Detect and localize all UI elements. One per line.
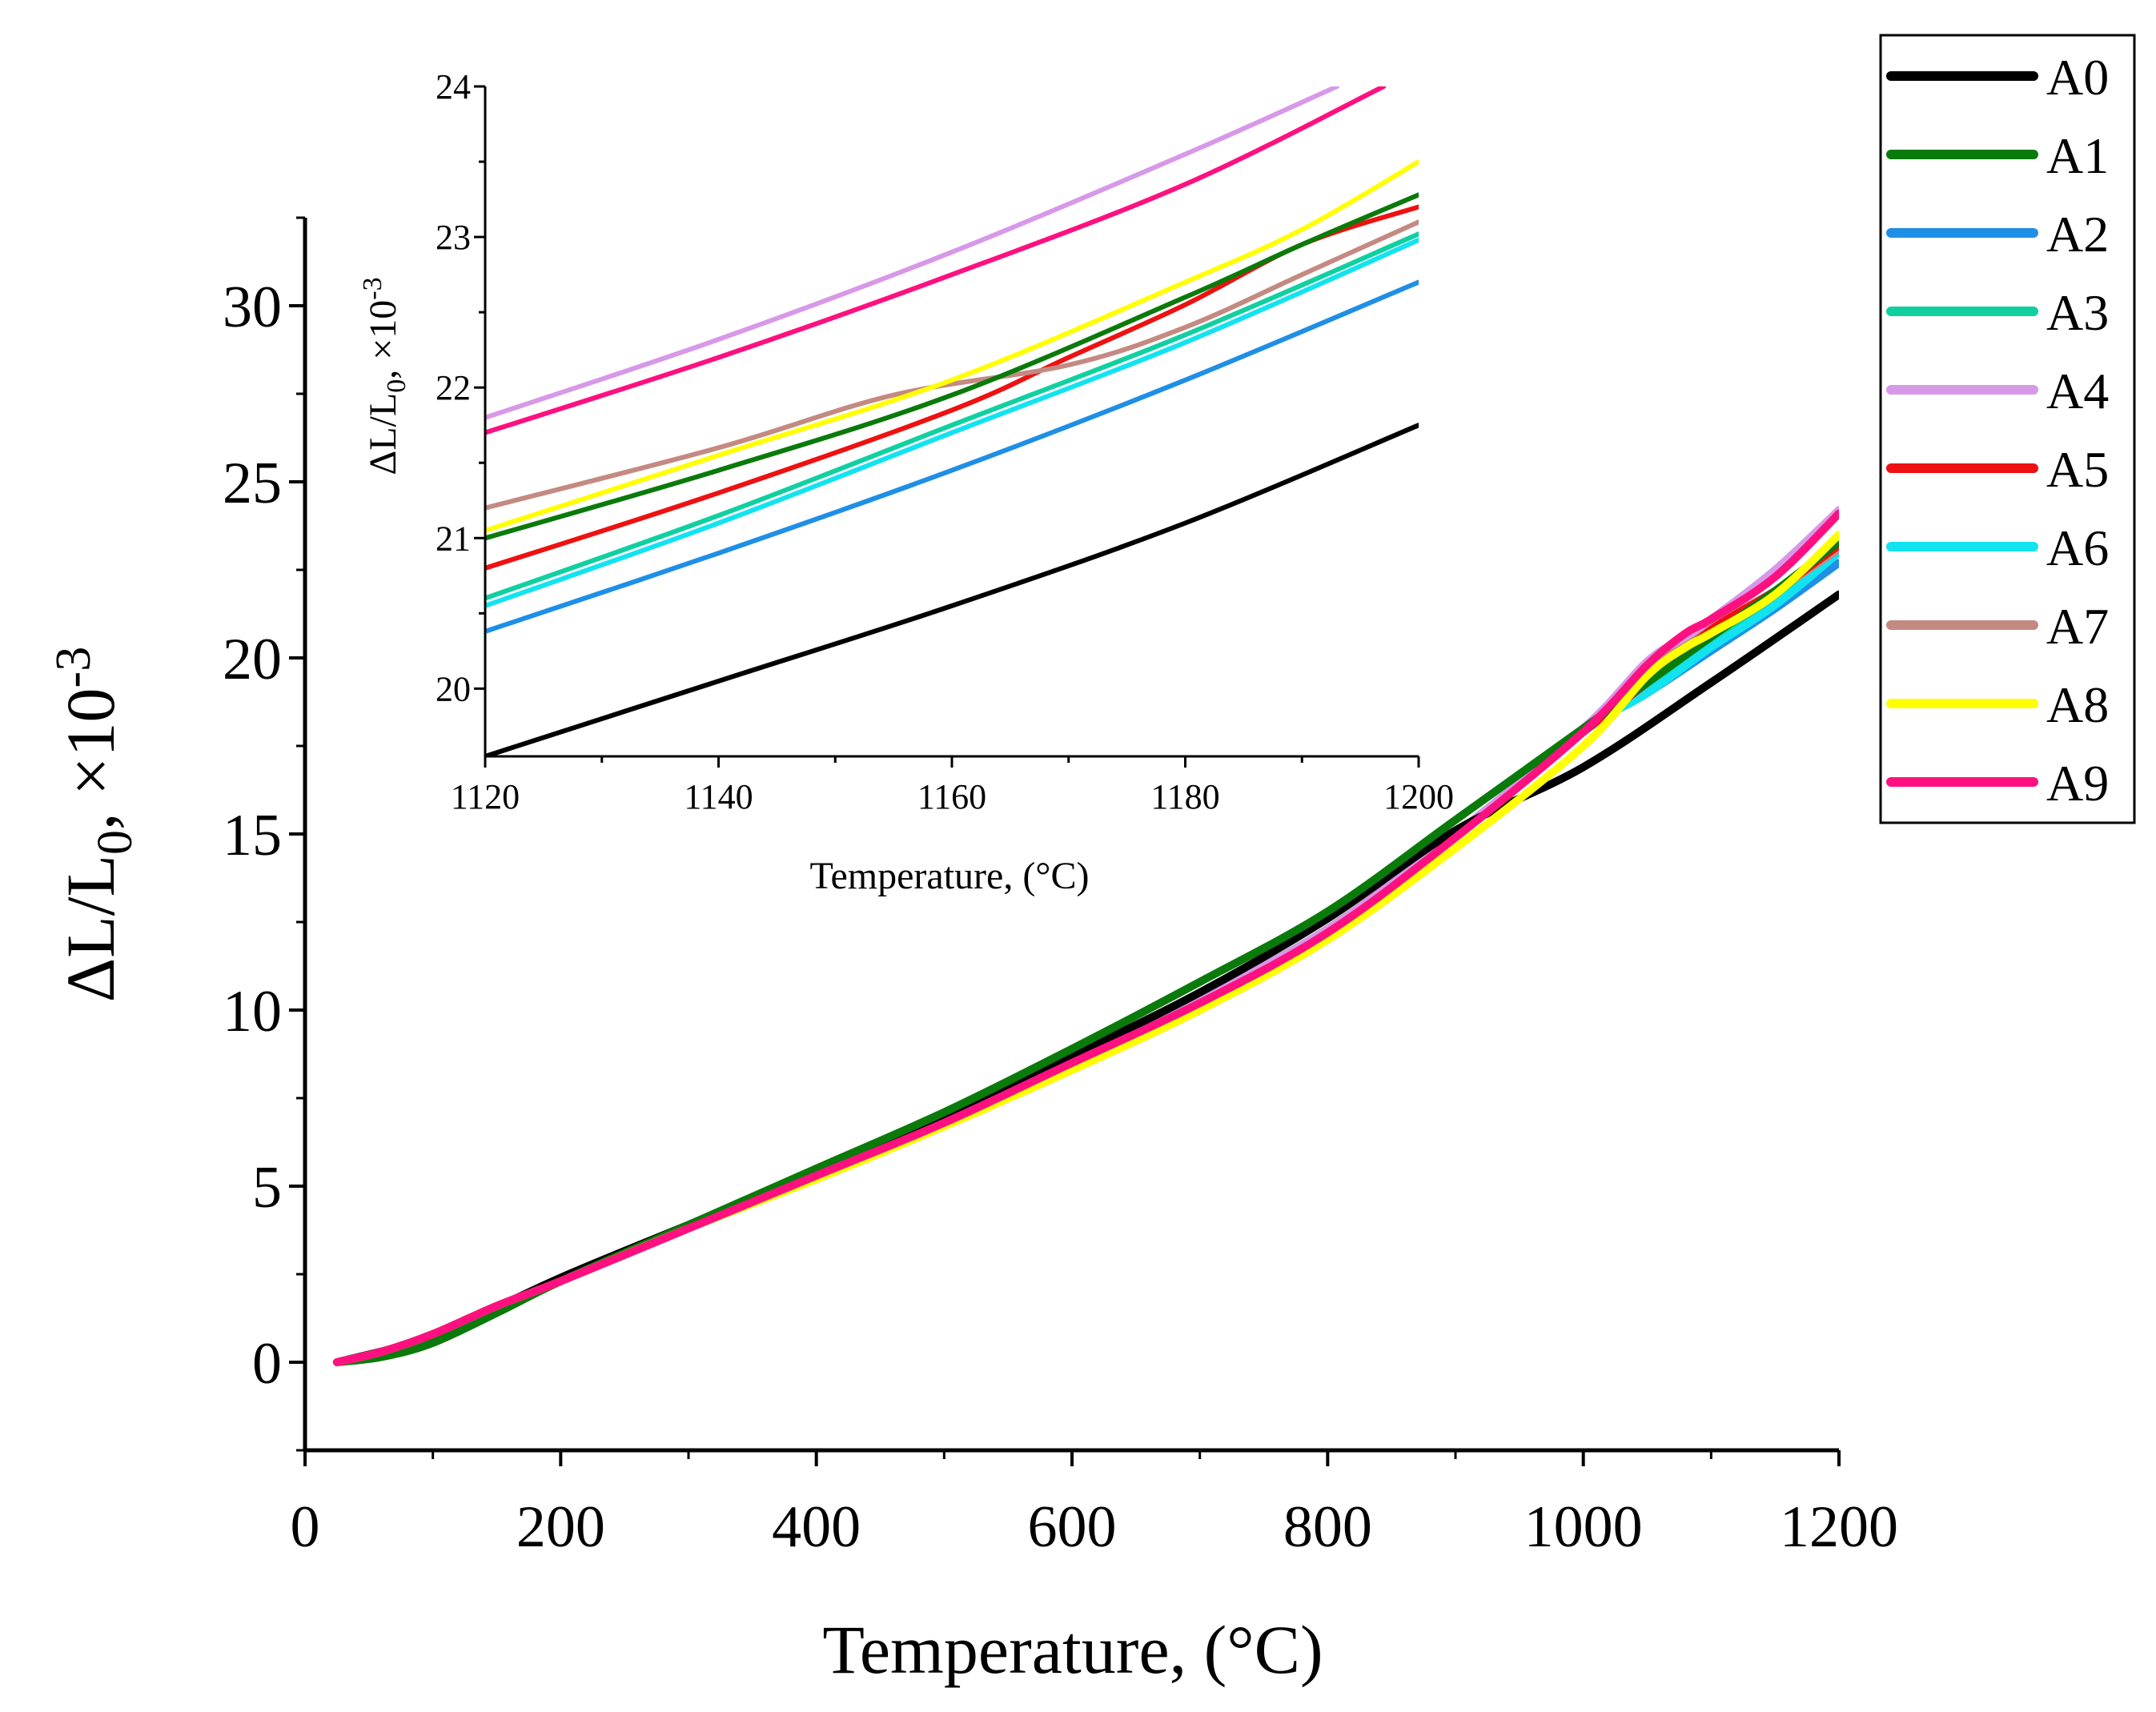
main-x-tick-label: 1000: [1524, 1494, 1643, 1560]
inset-x-axis-title: Temperature, (°C): [809, 855, 1089, 897]
inset-x-tick-label: 1140: [684, 777, 753, 816]
inset-x-tick-label: 1120: [451, 777, 520, 816]
legend-label: A8: [2046, 676, 2109, 733]
legend-entry-a3: A3: [1886, 284, 2109, 341]
inset-series-line-a8: [485, 159, 1419, 533]
main-x-tick-label: 600: [1028, 1494, 1117, 1560]
main-x-tick-labels: 0 200 400 600 800 1000 1200: [291, 1494, 1899, 1560]
inset-series-lines: [485, 86, 1419, 756]
legend-entry-a5: A5: [1886, 441, 2109, 498]
main-x-tick-label: 200: [516, 1494, 605, 1560]
legend-label: A4: [2046, 363, 2109, 419]
inset-y-tick-label: 24: [436, 67, 471, 106]
inset-y-tick-labels: 20 21 22 23 24: [436, 67, 471, 708]
legend-label: A9: [2046, 755, 2109, 812]
main-y-tick-label: 20: [223, 627, 282, 692]
legend-entry-a0: A0: [1886, 49, 2109, 106]
main-x-tick-label: 400: [772, 1494, 861, 1560]
legend-entry-a4: A4: [1886, 363, 2109, 419]
inset-x-tick-label: 1200: [1383, 777, 1454, 816]
main-y-tick-label: 25: [223, 451, 282, 516]
inset-ticks: [474, 85, 1420, 768]
legend: A0 A1 A2 A3 A4 A5 A6 A7 A8 A9: [1879, 34, 2136, 824]
main-y-axis-title-main: ΔL/L: [52, 855, 129, 1002]
main-series-line-a9: [332, 509, 1839, 1366]
main-x-tick-label: 800: [1283, 1494, 1372, 1560]
inset-series-line-a1: [485, 192, 1419, 541]
legend-label: A0: [2046, 49, 2109, 106]
inset-y-tick-label: 21: [436, 519, 471, 558]
legend-label: A6: [2046, 519, 2109, 576]
legend-entry-a1: A1: [1886, 127, 2109, 184]
inset-series-line-a3: [485, 231, 1419, 601]
inset-x-tick-labels: 1120 1140 1160 1180 1200: [451, 777, 1454, 816]
legend-label: A2: [2046, 206, 2109, 263]
legend-label: A7: [2046, 598, 2109, 655]
inset-plot: 1120 1140 1160 1180 1200 20 21 22 23 24 Temperat…: [358, 67, 1454, 897]
main-y-tick-label: 15: [223, 803, 282, 868]
inset-y-axis-title-subscript: 0: [382, 379, 412, 393]
inset-series-line-a2: [485, 279, 1419, 634]
legend-box: [1879, 34, 2136, 824]
inset-y-axis-title-superscript: -3: [358, 277, 387, 299]
inset-series-line-a9: [485, 86, 1387, 435]
inset-y-tick-label: 23: [436, 218, 471, 257]
legend-label: A5: [2046, 441, 2109, 498]
legend-entry-a2: A2: [1886, 206, 2109, 263]
main-y-axis-title-superscript: -3: [46, 647, 101, 688]
main-y-tick-label: 5: [252, 1155, 282, 1221]
main-x-tick-label: 1200: [1780, 1494, 1898, 1560]
legend-label: A1: [2046, 127, 2109, 184]
main-series-lines: [332, 506, 1839, 1366]
legend-label: A3: [2046, 284, 2109, 341]
legend-entry-a8: A8: [1886, 676, 2109, 733]
inset-y-axis-title: ΔL/L0, ×10-3: [358, 277, 412, 475]
main-x-tick-label: 0: [291, 1494, 320, 1560]
legend-entry-a6: A6: [1886, 519, 2109, 576]
main-y-tick-label: 0: [252, 1331, 282, 1397]
main-ticks: [289, 216, 1841, 1466]
main-y-axis-title-unit: , ×10: [52, 688, 129, 830]
legend-entries: A0 A1 A2 A3 A4 A5 A6 A7 A8 A9: [1886, 49, 2109, 812]
inset-background: [485, 86, 1419, 755]
main-y-axis-title-subscript: 0: [88, 830, 143, 855]
inset-series-line-a7: [485, 219, 1419, 511]
inset-series-line-a6: [485, 237, 1419, 608]
inset-x-tick-label: 1180: [1150, 777, 1219, 816]
main-y-tick-labels: 0 5 10 15 20 25 30: [223, 275, 282, 1397]
main-y-tick-label: 10: [223, 979, 282, 1044]
inset-y-axis-title-unit: , ×10: [362, 300, 404, 379]
inset-series-line-a4: [485, 86, 1339, 420]
legend-entry-a7: A7: [1886, 598, 2109, 655]
main-y-tick-label: 30: [223, 275, 282, 340]
legend-entry-a9: A9: [1886, 755, 2109, 812]
main-series-line-a1: [332, 537, 1839, 1366]
main-y-axis-title: ΔL/L0, ×10-3: [46, 647, 143, 1002]
inset-y-axis-title-main: ΔL/L: [362, 393, 404, 475]
main-x-axis-title: Temperature, (°C): [822, 1611, 1323, 1688]
inset-y-tick-label: 22: [436, 368, 471, 407]
inset-series-line-a0: [485, 423, 1419, 756]
inset-x-tick-label: 1160: [917, 777, 986, 816]
inset-y-tick-label: 20: [436, 669, 471, 708]
